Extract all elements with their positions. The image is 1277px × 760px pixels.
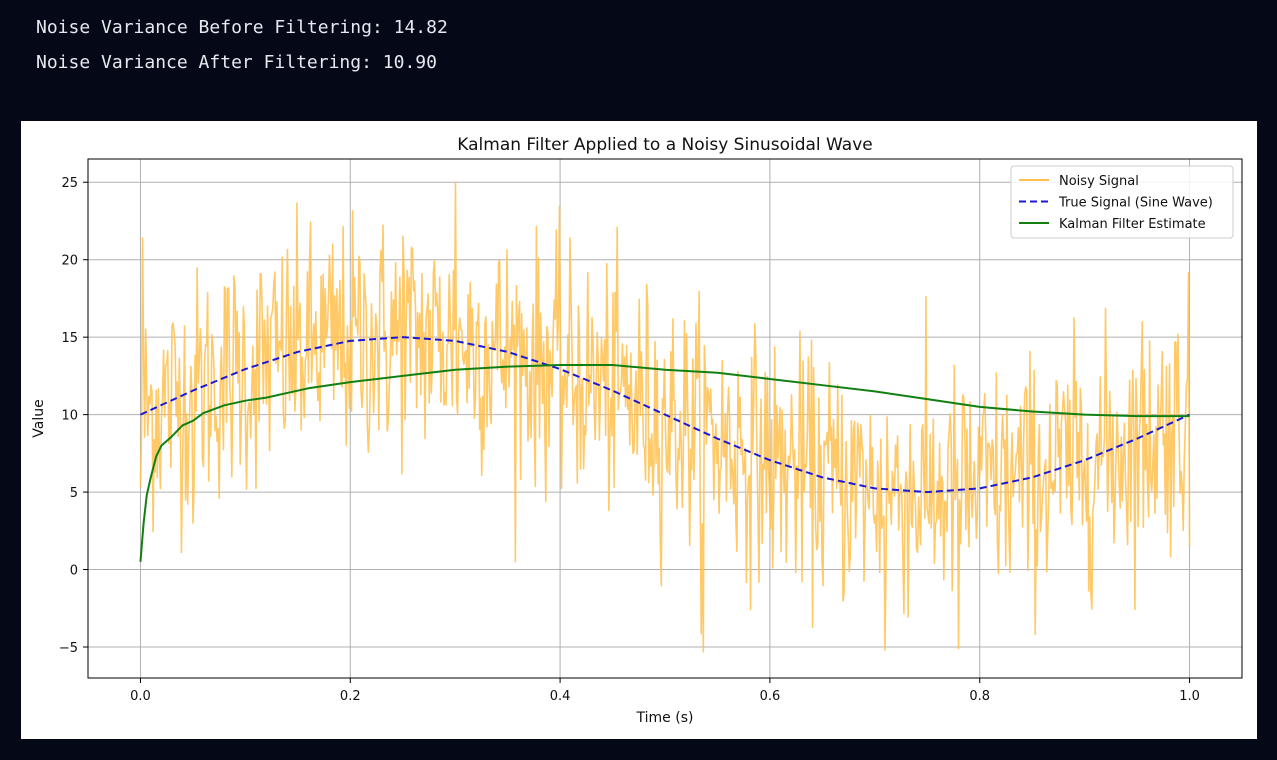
x-tick-label: 1.0 — [1179, 689, 1200, 704]
series-line-true-signal — [140, 336, 1190, 494]
axes-frame — [87, 158, 1243, 679]
chart-svg: 0.0 0.2 0.4 0.6 0.8 1.0 −5 0 5 10 15 20 25 Kalman Fi… — [31, 135, 1243, 726]
y-tick-label: 10 — [61, 409, 78, 424]
data-layer — [139, 181, 1191, 653]
x-tick-label: 0.4 — [550, 689, 571, 704]
y-tick-label: 15 — [61, 331, 78, 346]
legend-label: Noisy Signal — [1059, 174, 1139, 189]
legend: Noisy Signal True Signal (Sine Wave) Kalma… — [1010, 165, 1234, 239]
legend-label: True Signal (Sine Wave) — [1058, 196, 1213, 211]
y-tick-label: 5 — [70, 486, 78, 501]
x-tick-label: 0.8 — [969, 689, 990, 704]
noise-variance-before-text: Noise Variance Before Filtering: 14.82 — [36, 17, 448, 38]
y-tick-label: 20 — [61, 254, 78, 269]
x-tick-label: 0.0 — [130, 689, 151, 704]
chart-figure: 0.0 0.2 0.4 0.6 0.8 1.0 −5 0 5 10 15 20 25 Kalman Fi… — [21, 121, 1257, 739]
ticks-layer: 0.0 0.2 0.4 0.6 0.8 1.0 −5 0 5 10 15 20 25 — [59, 176, 1200, 704]
y-tick-label: −5 — [59, 641, 78, 656]
x-tick-label: 0.6 — [760, 689, 781, 704]
series-line-kalman-estimate — [139, 364, 1190, 562]
y-tick-label: 25 — [61, 176, 78, 191]
y-tick-label: 0 — [70, 564, 78, 579]
series-line-noisy-signal — [139, 181, 1191, 653]
legend-label: Kalman Filter Estimate — [1059, 217, 1206, 232]
y-axis-label: Value — [31, 399, 47, 437]
x-axis-label: Time (s) — [636, 710, 694, 726]
legend-box — [1010, 165, 1234, 239]
noise-variance-after-text: Noise Variance After Filtering: 10.90 — [36, 52, 437, 73]
x-tick-label: 0.2 — [340, 689, 361, 704]
chart-title: Kalman Filter Applied to a Noisy Sinusoi… — [457, 135, 872, 155]
